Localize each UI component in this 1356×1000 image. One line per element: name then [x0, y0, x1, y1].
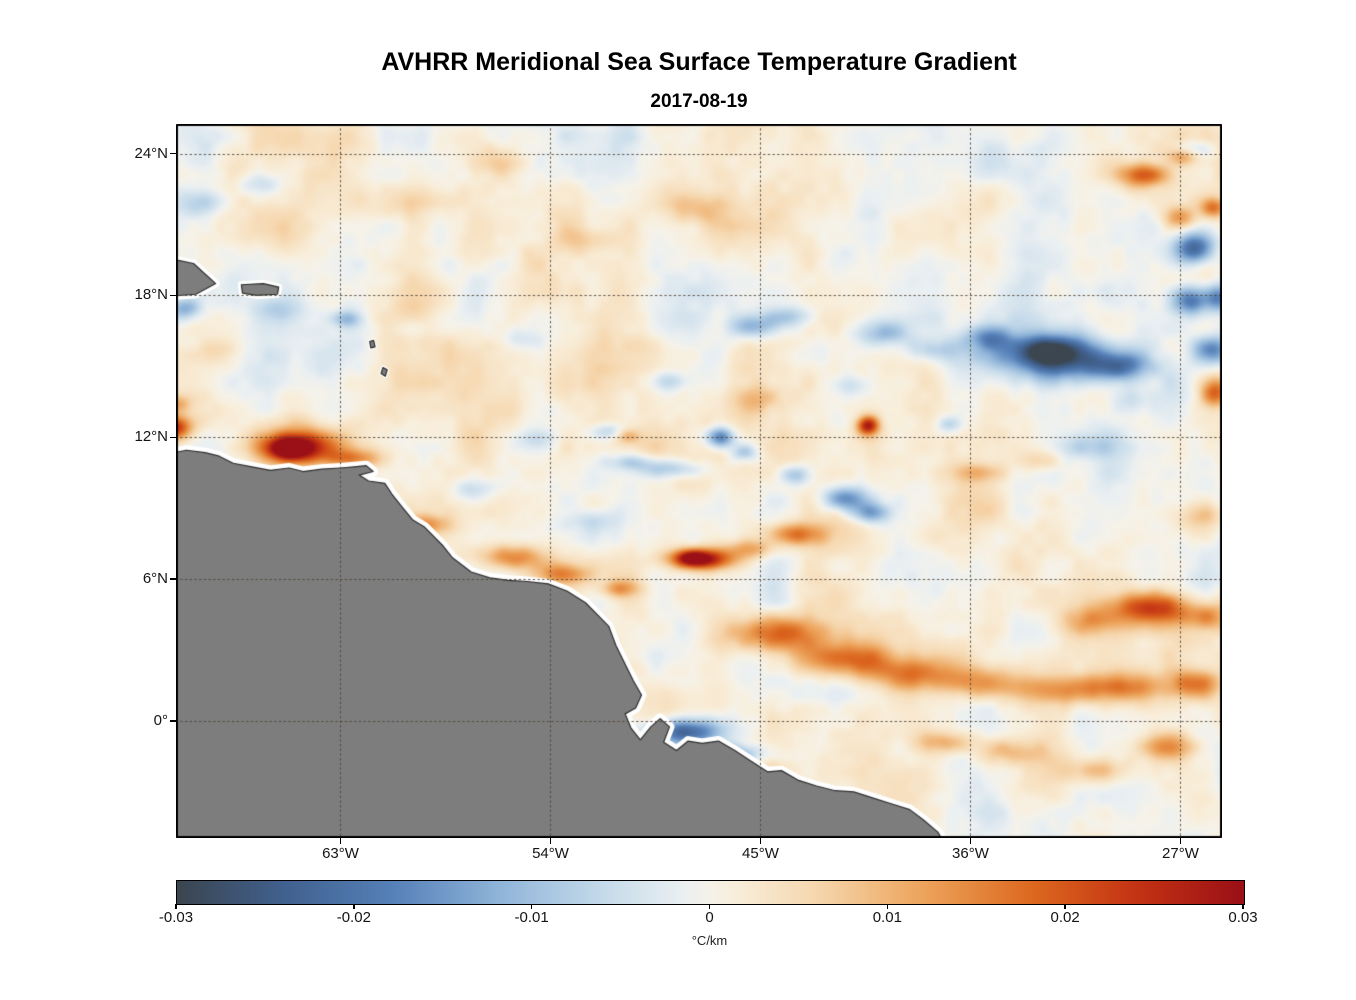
tick-mark [759, 838, 762, 844]
colorbar-tick-label: -0.03 [158, 909, 194, 926]
colorbar-tick-label: -0.01 [514, 909, 549, 926]
map-canvas [176, 124, 1222, 838]
lon-tick-label: 36°W [952, 845, 989, 862]
tick-mark [1179, 838, 1182, 844]
tick-mark [339, 838, 342, 844]
tick-mark [969, 838, 972, 844]
colorbar-tick-label: 0.03 [1228, 909, 1258, 926]
colorbar-tick-mark [708, 904, 711, 909]
colorbar-tick-label: -0.02 [336, 909, 371, 926]
tick-mark [549, 838, 552, 844]
colorbar-tick-label: 0.02 [1050, 909, 1080, 926]
colorbar-unit-label: °C/km [691, 933, 728, 948]
figure-title: AVHRR Meridional Sea Surface Temperature… [381, 48, 1017, 76]
lon-tick-label: 45°W [742, 845, 779, 862]
tick-mark [170, 720, 176, 722]
lat-tick-label: 24°N [134, 144, 168, 162]
colorbar-tick-label: 0.01 [872, 909, 902, 926]
colorbar-tick-mark [1242, 904, 1244, 909]
colorbar-canvas [177, 881, 1244, 904]
colorbar-tick-mark [530, 904, 533, 909]
lat-tick-label: 12°N [134, 428, 168, 446]
colorbar-tick-mark [1064, 904, 1066, 909]
lon-tick-label: 63°W [322, 845, 359, 862]
figure-subtitle: 2017-08-19 [650, 91, 748, 112]
colorbar-tick-mark [886, 904, 889, 909]
colorbar-tick-label: 0 [705, 909, 714, 926]
tick-mark [170, 152, 176, 155]
colorbar [176, 880, 1245, 905]
lat-tick-label: 18°N [134, 286, 168, 304]
colorbar-tick-mark [353, 904, 355, 909]
tick-mark [170, 294, 176, 297]
lat-tick-label: 0° [153, 711, 168, 729]
map-plot [176, 124, 1222, 838]
tick-mark [170, 436, 176, 438]
lon-tick-label: 27°W [1162, 845, 1199, 862]
lon-tick-label: 54°W [532, 845, 569, 862]
colorbar-tick-mark [175, 904, 177, 909]
lat-tick-label: 6°N [142, 570, 168, 588]
tick-mark [170, 578, 176, 580]
